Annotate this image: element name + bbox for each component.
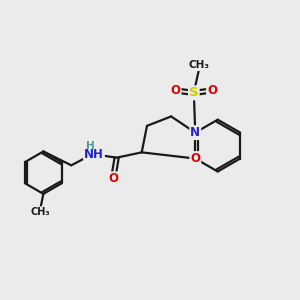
- Text: S: S: [189, 86, 199, 99]
- Text: O: O: [207, 84, 217, 97]
- Text: H: H: [86, 141, 94, 151]
- Text: O: O: [108, 172, 118, 185]
- Text: CH₃: CH₃: [31, 207, 50, 217]
- Text: O: O: [190, 152, 200, 165]
- Text: N: N: [190, 126, 200, 139]
- Text: NH: NH: [84, 148, 104, 160]
- Text: CH₃: CH₃: [189, 60, 210, 70]
- Text: O: O: [171, 84, 181, 97]
